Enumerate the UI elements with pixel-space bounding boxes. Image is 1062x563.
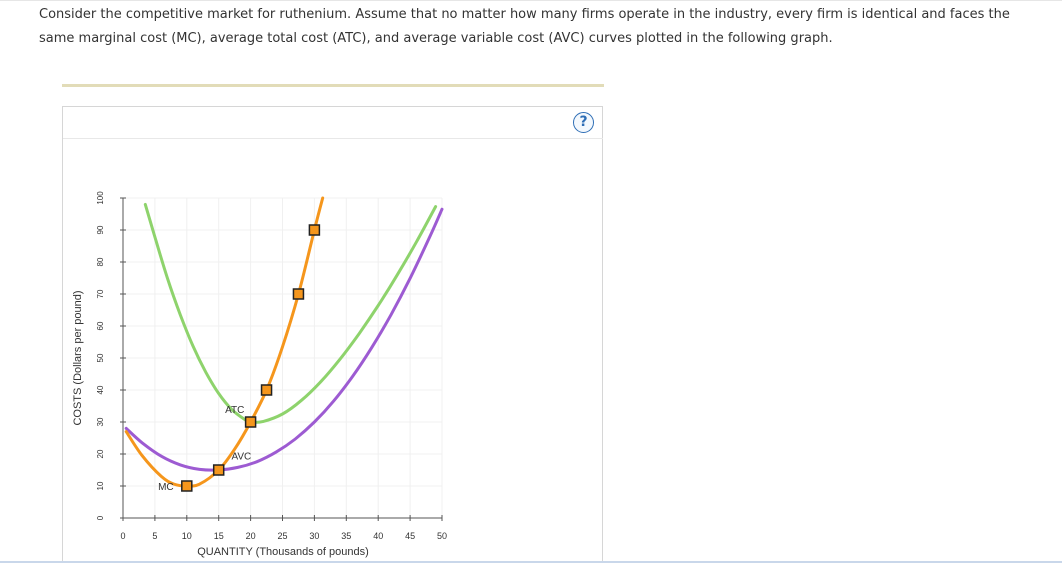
mc-point-marker[interactable] — [212, 464, 225, 476]
x-tick-label: 30 — [309, 531, 319, 541]
avc-curve — [124, 207, 444, 472]
x-tick-label: 45 — [405, 531, 415, 541]
mc-point-marker[interactable] — [181, 480, 193, 492]
x-tick-label: 40 — [373, 531, 383, 541]
mc-point-marker[interactable] — [260, 384, 273, 396]
chart-axes: 0 10 20 30 40 50 60 70 80 90 100 0 5 10 15 20 25 30 35 40 45… — [72, 191, 447, 558]
y-tick-label: 0 — [96, 515, 105, 520]
y-tick-label: 100 — [96, 191, 105, 205]
y-axis-label: COSTS (Dollars per pound) — [72, 290, 84, 425]
mc-curve-label: MC — [158, 482, 174, 493]
mc-point-marker[interactable] — [292, 288, 305, 300]
y-tick-label: 30 — [96, 417, 105, 426]
chart-labels: ATC AVC MC — [158, 405, 251, 493]
y-tick-label: 10 — [96, 481, 105, 490]
y-tick-label: 70 — [96, 289, 105, 298]
atc-curve-label: ATC — [225, 405, 244, 416]
question-line-2: same marginal cost (MC), average total c… — [39, 31, 833, 46]
y-tick-label: 20 — [96, 449, 105, 458]
x-tick-label: 25 — [277, 531, 287, 541]
x-tick-label: 0 — [120, 531, 125, 541]
question-mark-icon[interactable]: ? — [573, 112, 594, 133]
chart-grid — [122, 197, 443, 519]
y-tick-label: 90 — [96, 225, 105, 234]
question-line-1: Consider the competitive market for ruth… — [39, 7, 1010, 22]
question-text: Consider the competitive market for ruth… — [39, 3, 1039, 51]
y-tick-label: 80 — [96, 257, 105, 266]
x-axis-label: QUANTITY (Thousands of pounds) — [197, 546, 369, 558]
chart-series — [124, 196, 444, 488]
chart-points — [181, 224, 321, 492]
mc-point-marker[interactable] — [308, 224, 321, 236]
x-tick-label: 35 — [341, 531, 351, 541]
mc-point-marker[interactable] — [244, 416, 257, 428]
y-tick-label: 50 — [96, 353, 105, 362]
x-tick-label: 50 — [437, 531, 447, 541]
bottom-border — [0, 561, 1062, 563]
x-tick-label: 10 — [182, 531, 192, 541]
x-tick-label: 20 — [246, 531, 256, 541]
avc-curve-label: AVC — [231, 452, 251, 463]
graph-panel-header-divider — [63, 138, 603, 139]
section-rule — [62, 84, 604, 87]
top-border — [0, 0, 1062, 1]
x-tick-label: 15 — [214, 531, 224, 541]
graph-panel — [62, 106, 603, 563]
y-tick-label: 40 — [96, 385, 105, 394]
y-tick-label: 60 — [96, 321, 105, 330]
x-tick-label: 5 — [152, 531, 157, 541]
